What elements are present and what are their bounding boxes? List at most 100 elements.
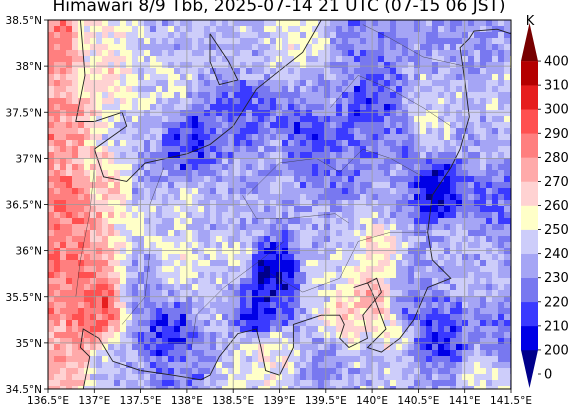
tbb-cell xyxy=(456,296,463,303)
tbb-cell xyxy=(444,116,451,123)
tbb-cell xyxy=(84,152,91,159)
tbb-cell xyxy=(288,68,295,75)
tbb-cell xyxy=(222,20,229,27)
tbb-cell xyxy=(48,20,55,27)
tbb-cell xyxy=(168,314,175,321)
tbb-cell xyxy=(108,332,115,339)
tbb-cell xyxy=(102,236,109,243)
tbb-cell xyxy=(426,344,433,351)
tbb-cell xyxy=(132,374,139,381)
tbb-cell xyxy=(492,332,499,339)
tbb-cell xyxy=(396,338,403,345)
tbb-cell xyxy=(384,308,391,315)
tbb-cell xyxy=(108,374,115,381)
tbb-cell xyxy=(180,254,187,261)
tbb-cell xyxy=(66,110,73,117)
tbb-cell xyxy=(240,374,247,381)
tbb-cell xyxy=(360,158,367,165)
tbb-cell xyxy=(354,50,361,57)
tbb-cell xyxy=(84,74,91,81)
tbb-cell xyxy=(462,194,469,201)
tbb-cell xyxy=(396,332,403,339)
tbb-cell xyxy=(150,278,157,285)
tbb-cell xyxy=(252,302,259,309)
tbb-cell xyxy=(72,104,79,111)
tbb-cell xyxy=(450,230,457,237)
tbb-cell xyxy=(468,194,475,201)
tbb-cell xyxy=(396,62,403,69)
tbb-cell xyxy=(348,188,355,195)
tbb-cell xyxy=(492,116,499,123)
tbb-cell xyxy=(462,200,469,207)
tbb-cell xyxy=(396,242,403,249)
tbb-cell xyxy=(408,254,415,261)
tbb-cell xyxy=(210,362,217,369)
tbb-cell xyxy=(186,170,193,177)
tbb-cell xyxy=(492,134,499,141)
tbb-cell xyxy=(132,152,139,159)
tbb-cell xyxy=(228,146,235,153)
tbb-cell xyxy=(204,56,211,63)
tbb-cell xyxy=(330,386,337,389)
tbb-cell xyxy=(234,218,241,225)
tbb-cell xyxy=(330,356,337,363)
tbb-cell xyxy=(288,266,295,273)
tbb-cell xyxy=(456,254,463,261)
tbb-cell xyxy=(420,44,427,51)
tbb-cell xyxy=(384,200,391,207)
tbb-cell xyxy=(390,224,397,231)
tbb-cell xyxy=(282,158,289,165)
tbb-cell xyxy=(432,164,439,171)
tbb-cell xyxy=(246,164,253,171)
tbb-cell xyxy=(414,146,421,153)
tbb-cell xyxy=(48,98,55,105)
tbb-cell xyxy=(306,122,313,129)
tbb-cell xyxy=(234,326,241,333)
tbb-cell xyxy=(384,290,391,297)
tbb-cell xyxy=(72,350,79,357)
tbb-cell xyxy=(294,278,301,285)
tbb-cell xyxy=(204,248,211,255)
tbb-cell xyxy=(432,44,439,51)
tbb-cell xyxy=(504,248,511,255)
tbb-cell xyxy=(246,110,253,117)
tbb-cell xyxy=(366,242,373,249)
tbb-cell xyxy=(48,308,55,315)
tbb-cell xyxy=(54,320,61,327)
tbb-cell xyxy=(300,182,307,189)
tbb-cell xyxy=(252,80,259,87)
tbb-cell xyxy=(480,20,487,27)
tbb-cell xyxy=(198,50,205,57)
tbb-cell xyxy=(120,344,127,351)
tbb-cell xyxy=(312,206,319,213)
tbb-cell xyxy=(306,380,313,387)
tbb-cell xyxy=(270,344,277,351)
tbb-cell xyxy=(492,140,499,147)
tbb-cell xyxy=(216,152,223,159)
tbb-cell xyxy=(144,56,151,63)
tbb-cell xyxy=(318,386,325,389)
tbb-cell xyxy=(54,266,61,273)
tbb-cell xyxy=(318,152,325,159)
tbb-cell xyxy=(486,224,493,231)
tbb-cell xyxy=(420,152,427,159)
tbb-cell xyxy=(108,104,115,111)
tbb-cell xyxy=(60,146,67,153)
tbb-cell xyxy=(432,38,439,45)
tbb-cell xyxy=(210,146,217,153)
tbb-cell xyxy=(210,56,217,63)
tbb-cell xyxy=(306,44,313,51)
tbb-cell xyxy=(60,236,67,243)
tbb-cell xyxy=(438,20,445,27)
tbb-cell xyxy=(300,290,307,297)
tbb-cell xyxy=(126,236,133,243)
tbb-cell xyxy=(288,338,295,345)
tbb-cell xyxy=(312,56,319,63)
tbb-cell xyxy=(378,302,385,309)
tbb-cell xyxy=(114,368,121,375)
tbb-cell xyxy=(78,230,85,237)
tbb-cell xyxy=(402,140,409,147)
tbb-cell xyxy=(168,50,175,57)
tbb-cell xyxy=(258,374,265,381)
tbb-cell xyxy=(144,362,151,369)
